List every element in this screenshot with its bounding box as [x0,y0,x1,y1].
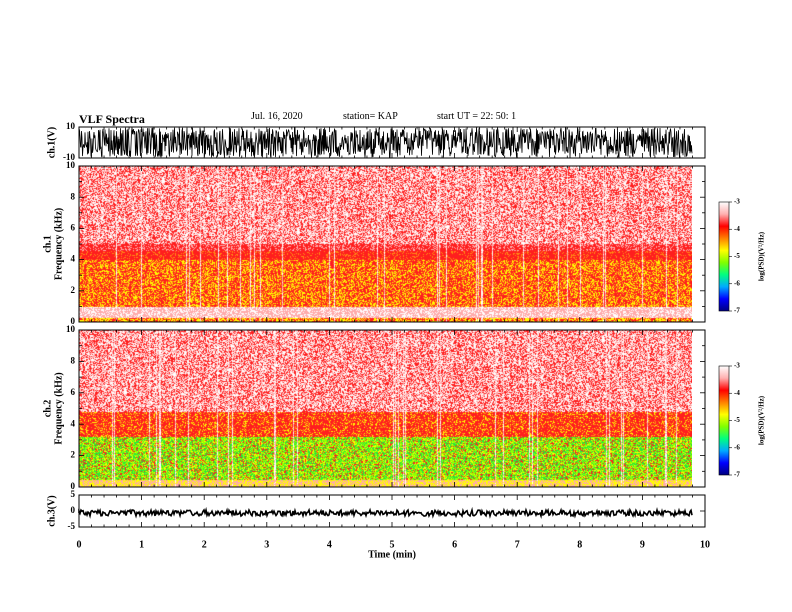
y-tick-label: 2 [71,450,76,460]
station-label: station= KAP [343,111,398,122]
y-tick-label: 6 [71,222,76,232]
x-tick-label: 9 [640,539,645,550]
x-tick-label: 4 [327,539,332,550]
colorbar-tick-label: -5 [734,416,740,424]
y-axis-label: ch.2 [42,400,53,418]
y-axis-label: ch.1(V) [46,127,57,158]
colorbar-label: log(PSD)(V²/Hz) [758,231,766,281]
colorbar-tick-label: -7 [734,471,740,479]
colorbar-ch1 [718,201,730,312]
colorbar-ch2 [718,365,730,476]
y-tick-label: 5 [71,489,76,499]
y-axis-label: ch.3(V) [46,495,57,526]
x-tick-label: 6 [452,539,457,550]
y-axis-label: ch.1 [42,235,53,253]
x-tick-label: 3 [264,539,269,550]
y-axis-label: Frequency (kHz) [53,208,64,280]
start-time-label: start UT = 22: 50: 1 [437,111,517,122]
y-tick-label: 0 [71,505,76,515]
colorbar-tick-label: -5 [734,252,740,260]
x-tick-label: 5 [390,539,395,550]
colorbar-tick-label: -3 [734,198,740,206]
colorbar-tick-label: -7 [734,307,740,315]
x-tick-label: 10 [700,539,710,550]
y-tick-label: 0 [71,316,76,326]
colorbar-tick-label: -4 [734,225,740,233]
chart-title: VLF Spectra [79,112,145,126]
colorbar-tick-label: -6 [734,279,740,287]
x-axis-label: Time (min) [368,549,416,560]
x-tick-label: 2 [202,539,207,550]
y-tick-label: 10 [66,324,76,334]
y-axis-label: Frequency (kHz) [53,372,64,444]
y-tick-label: 8 [71,355,76,365]
y-tick-label: 10 [66,160,76,170]
y-tick-label: 4 [71,418,76,428]
colorbar-tick-label: -3 [734,362,740,370]
colorbar-label: log(PSD)(V²/Hz) [758,395,766,445]
y-tick-label: 8 [71,191,76,201]
x-tick-label: 1 [139,539,144,550]
y-tick-label: 10 [66,121,76,131]
waveform-ch3-trace [78,506,693,519]
x-tick-label: 8 [577,539,582,550]
waveform-ch1-trace [78,126,693,159]
spectrogram-ch1-image [79,166,692,322]
colorbar-tick-label: -4 [734,389,740,397]
x-tick-label: 0 [77,539,82,550]
y-tick-label: 0 [71,481,76,491]
date-label: Jul. 16, 2020 [251,111,303,122]
y-tick-label: -10 [63,152,75,162]
y-tick-label: -5 [68,521,76,531]
y-tick-label: 4 [71,254,76,264]
y-tick-label: 6 [71,387,76,397]
x-tick-label: 7 [515,539,520,550]
colorbar-tick-label: -6 [734,443,740,451]
y-tick-label: 2 [71,285,76,295]
spectrogram-ch2-image [79,330,692,487]
